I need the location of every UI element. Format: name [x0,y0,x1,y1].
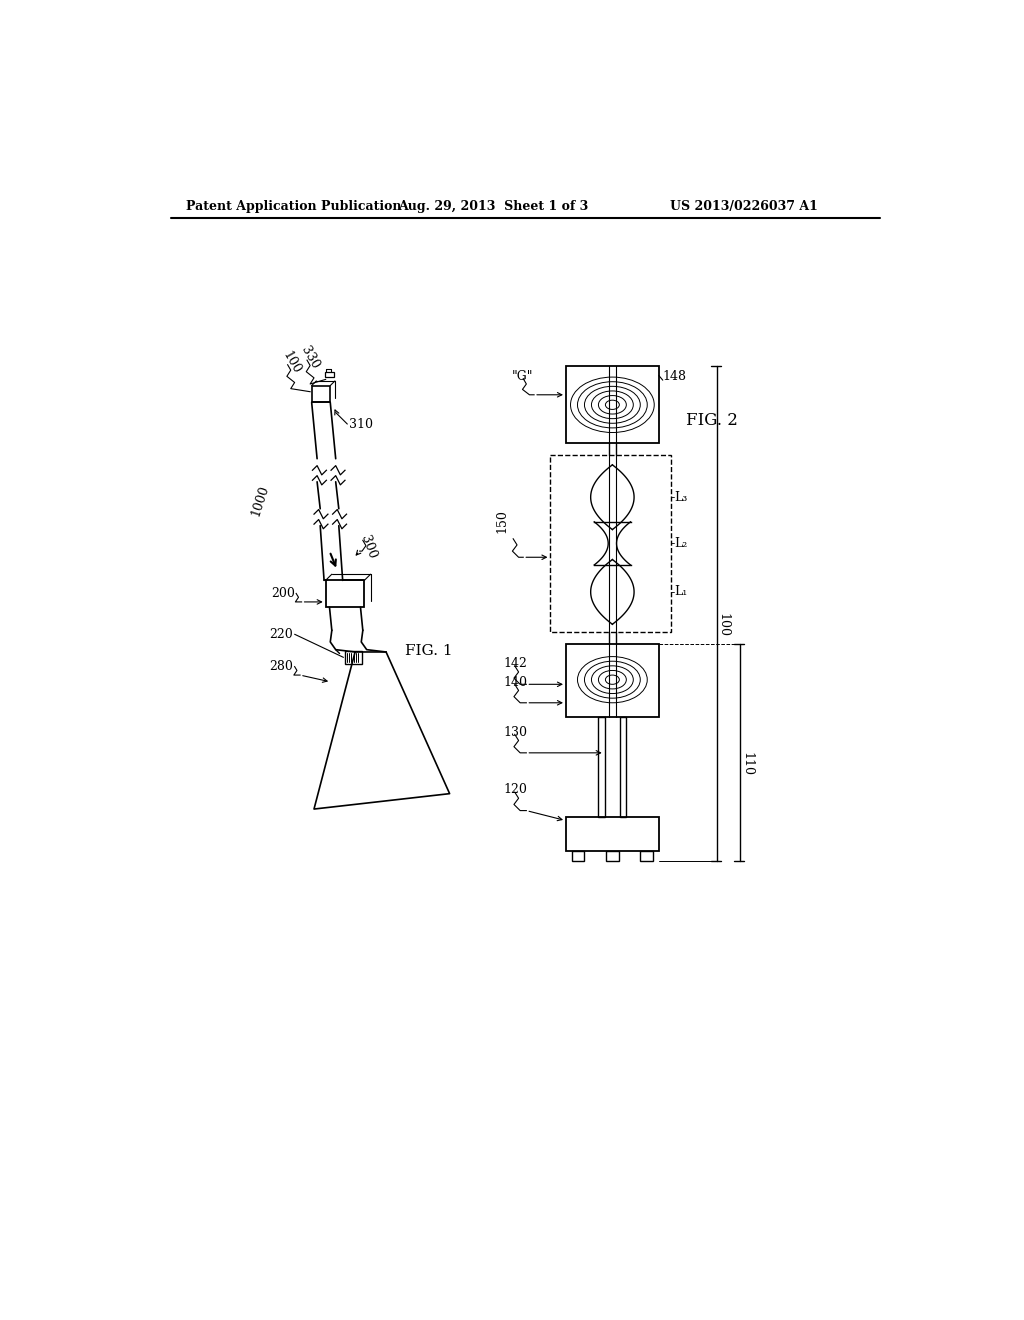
Text: FIG. 2: FIG. 2 [686,412,738,429]
Text: FIG. 1: FIG. 1 [406,644,453,659]
Bar [345,651,362,664]
Text: Patent Application Publication: Patent Application Publication [186,199,401,213]
Text: 148: 148 [663,370,687,383]
Bar [550,455,671,632]
Bar [606,851,618,861]
Text: 310: 310 [349,417,373,430]
Text: 120: 120 [503,783,527,796]
Text: 330: 330 [299,345,322,372]
Text: L₂: L₂ [675,537,688,550]
Text: Aug. 29, 2013  Sheet 1 of 3: Aug. 29, 2013 Sheet 1 of 3 [397,199,588,213]
Bar [566,644,658,717]
Bar [325,372,334,378]
Text: 200: 200 [270,587,295,601]
Text: 100: 100 [717,614,730,638]
Text: "G": "G" [512,370,534,383]
Text: 220: 220 [269,628,293,640]
Bar [572,851,585,861]
Text: 150: 150 [495,510,508,533]
Text: 140: 140 [503,676,527,689]
Text: 142: 142 [503,657,527,671]
Bar [326,581,365,607]
Text: L₁: L₁ [675,585,688,598]
Text: US 2013/0226037 A1: US 2013/0226037 A1 [671,199,818,213]
Text: 100: 100 [280,348,303,376]
Text: 280: 280 [269,660,293,673]
Text: 1000: 1000 [249,484,271,519]
Bar [311,385,331,403]
Bar [598,717,604,817]
Text: 110: 110 [740,752,753,776]
Bar [566,367,658,444]
Text: L₃: L₃ [675,491,688,504]
Text: 300: 300 [358,533,379,561]
Bar [640,851,652,861]
Bar [566,817,658,851]
Text: 130: 130 [503,726,527,739]
Bar [621,717,627,817]
